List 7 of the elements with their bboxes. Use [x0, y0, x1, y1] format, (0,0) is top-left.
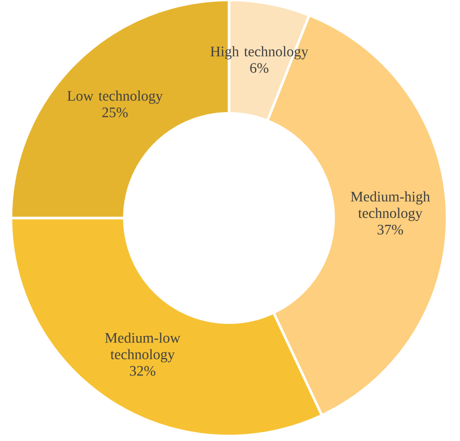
data-label: 6%	[250, 63, 268, 73]
slice-label: Medium-high technology	[350, 191, 430, 221]
slice-label: Low technology	[67, 90, 163, 104]
slice-label: Medium-low technology	[105, 332, 180, 362]
data-label: 37%	[378, 224, 404, 235]
data-label: 25%	[102, 107, 128, 118]
data-label: 32%	[130, 366, 156, 376]
